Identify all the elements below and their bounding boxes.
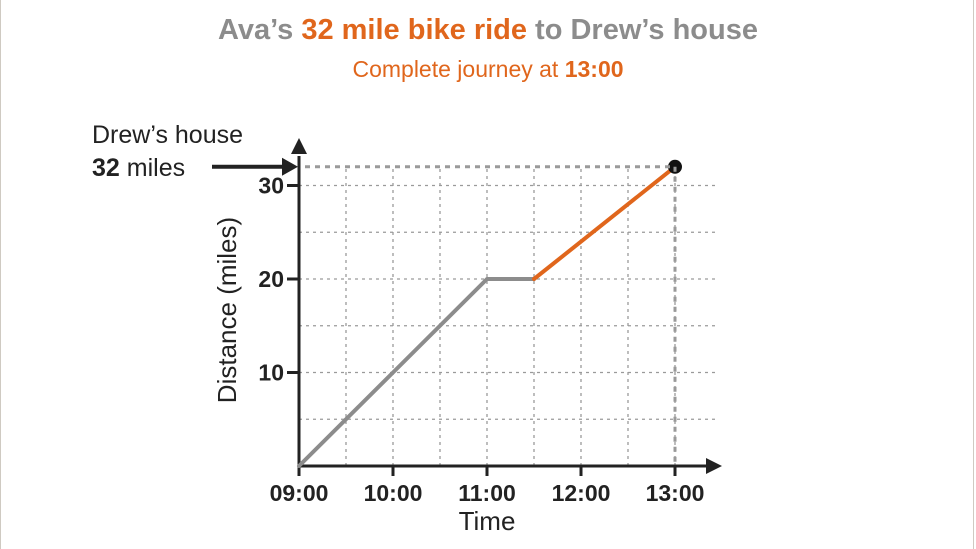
annotation-value-unit: miles [120,154,185,182]
x-tick-label: 13:00 [646,480,705,506]
series-line-grey [297,277,536,468]
annotation-value-number: 32 [92,154,120,182]
y-tick-label: 30 [258,173,284,199]
y-tick-label: 10 [258,360,284,386]
annotation-label: Drew’s house [92,121,243,149]
x-tick-label: 12:00 [552,480,611,506]
series-line-orange [532,164,677,281]
x-tick-label: 11:00 [458,480,516,506]
axes [287,138,722,476]
series-lines [297,159,682,468]
x-tick-label: 10:00 [364,480,423,506]
y-axis-label: Distance (miles) [212,217,242,403]
x-axis-arrowhead [706,458,722,474]
x-tick-label: 09:00 [270,480,329,506]
title-part-2: to Drew’s house [527,14,758,46]
y-axis-arrowhead [291,138,307,154]
subtitle-text: Complete journey at [352,56,565,82]
grid [299,166,718,466]
title-highlight: 32 mile bike ride [301,14,527,46]
y-tick-label: 20 [258,266,284,292]
arrow-head [282,157,298,176]
chart-title: Ava’s 32 mile bike ride to Drew’s house [0,14,976,47]
x-axis-label: Time [459,506,516,536]
title-part-1: Ava’s [218,14,302,46]
tick-labels: 09:00 10:00 11:00 12:00 13:00 10 20 30 [258,173,704,507]
guide-lines [305,165,677,466]
annotation-value: 32 miles [92,154,185,182]
annotation-arrow [212,157,298,176]
subtitle-time: 13:00 [564,56,624,82]
chart-subtitle: Complete journey at 13:00 [0,56,976,83]
